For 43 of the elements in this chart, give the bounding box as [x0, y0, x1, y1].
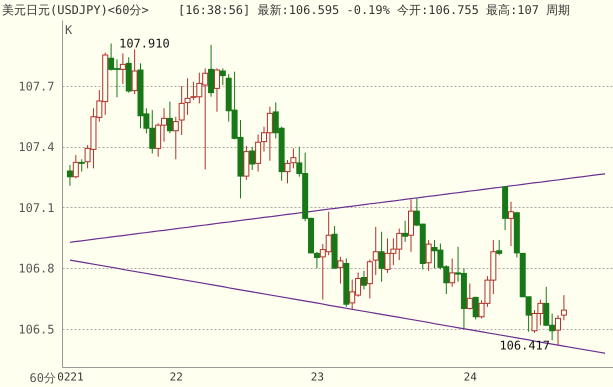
candlestick: [184, 78, 191, 116]
candlestick: [120, 52, 126, 84]
candlestick: [78, 158, 85, 172]
candlestick: [255, 134, 262, 172]
candlestick: [508, 201, 514, 247]
candlestick: [214, 68, 220, 112]
candlestick: [466, 282, 473, 310]
x-axis-title: 60分: [30, 371, 56, 385]
candlestick: [290, 148, 296, 169]
annotation: 107.910: [119, 36, 170, 50]
y-tick-label: 107.7: [18, 80, 54, 94]
candlestick: [449, 258, 456, 288]
candlestick: [208, 44, 214, 98]
chart-title: 美元日元(USDJPY)<60分>: [2, 3, 149, 17]
candlestick: [220, 68, 226, 86]
annotation: 106.417: [499, 338, 550, 353]
candlestick: [560, 294, 567, 321]
candlestick: [360, 270, 367, 290]
x-tick-label: 23: [310, 370, 324, 384]
y-tick-label: 107.4: [18, 140, 54, 154]
chart-subtitle: [16:38:56] 最新:106.595 -0.19% 今开:106.755 最高:107 周期: [178, 3, 570, 17]
candlestick: [496, 240, 502, 256]
x-tick-label: 0221: [57, 370, 84, 384]
candlestick: [555, 314, 562, 346]
x-tick-label: 24: [464, 370, 478, 384]
y-tick-label: 106.5: [18, 322, 54, 336]
x-tick-label: 22: [170, 370, 183, 384]
annotation: K: [65, 23, 73, 37]
line-series: [69, 173, 606, 243]
candlestick: [284, 160, 291, 184]
candlestick: [66, 164, 73, 186]
candlestick: [72, 154, 79, 179]
candlestick: [132, 48, 138, 95]
candlestick: [166, 101, 173, 134]
candlestick: [249, 146, 256, 171]
candlestick: [472, 296, 479, 320]
line-series: [69, 260, 606, 354]
candlestick: [426, 240, 432, 272]
y-tick-label: 106.8: [18, 262, 54, 276]
candlestick: [378, 231, 385, 282]
candlestick: [337, 256, 344, 284]
y-tick-label: 107.1: [18, 200, 54, 215]
candlestick: [402, 220, 408, 242]
